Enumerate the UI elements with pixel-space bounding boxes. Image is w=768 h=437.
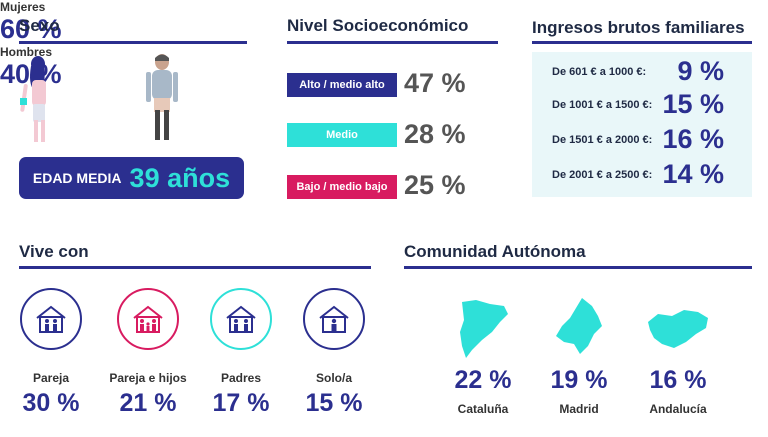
cataluna-map-icon — [460, 300, 508, 358]
vive-label-pareja: Pareja — [32, 371, 70, 385]
ingresos-title: Ingresos brutos familiares — [532, 18, 745, 37]
ingresos-row-pct: 15 % — [662, 89, 724, 119]
cataluna-pct: 22 % — [454, 366, 512, 394]
mujeres-label: Mujeres — [0, 0, 46, 14]
ingresos-row: De 1501 € a 2000 €: 16 % — [532, 124, 752, 158]
nivel-rule — [287, 41, 498, 44]
ingresos-row-label: De 601 € a 1000 €: — [552, 66, 647, 78]
ingresos-row-pct: 9 % — [677, 56, 724, 86]
comunidad-title: Comunidad Autónoma — [404, 242, 586, 261]
ingresos-row: De 601 € a 1000 €: 9 % — [532, 56, 752, 90]
vive-pct-pareja-hijos: 21 % — [119, 389, 177, 417]
parents-house-icon — [226, 305, 256, 333]
vive-rule — [19, 266, 371, 269]
andalucia-label: Andalucía — [649, 402, 707, 416]
nivel-bar-medio: Medio — [287, 123, 397, 147]
mujeres-pct: 60 % — [0, 14, 62, 44]
comunidad-rule — [404, 266, 752, 269]
pareja-hijos-circle — [117, 288, 179, 350]
pareja-circle — [20, 288, 82, 350]
vive-pct-pareja: 30 % — [22, 389, 80, 417]
nivel-pct-bajo: 25 % — [404, 170, 466, 200]
family-house-icon — [133, 305, 163, 333]
hombres-label: Hombres — [0, 45, 53, 59]
solo-circle — [303, 288, 365, 350]
padres-circle — [210, 288, 272, 350]
ingresos-rule — [532, 41, 752, 44]
ingresos-row-label: De 2001 € a 2500 €: — [552, 169, 653, 181]
man-figure-icon — [146, 54, 178, 140]
sexo-title: Sexo — [19, 16, 60, 35]
vive-label-padres: Padres — [220, 371, 262, 385]
sexo-rule — [19, 41, 247, 44]
madrid-label: Madrid — [559, 402, 599, 416]
cataluna-label: Cataluña — [457, 402, 509, 416]
ingresos-row-label: De 1001 € a 1500 €: — [552, 99, 653, 111]
vive-pct-solo: 15 % — [305, 389, 363, 417]
vive-title: Vive con — [19, 242, 89, 261]
vive-label-pareja-hijos: Pareja e hijos — [109, 371, 187, 385]
couple-house-icon — [36, 305, 66, 333]
nivel-bar-bajo: Bajo / medio bajo — [287, 175, 397, 199]
madrid-map-icon — [556, 298, 602, 354]
single-house-icon — [319, 305, 349, 333]
madrid-pct: 19 % — [550, 366, 608, 394]
nivel-title: Nivel Socioeconómico — [287, 16, 469, 35]
edad-media-badge: EDAD MEDIA 39 años — [19, 157, 244, 199]
andalucia-pct: 16 % — [649, 366, 707, 394]
woman-figure-icon — [20, 56, 46, 142]
ingresos-panel: De 601 € a 1000 €: 9 % De 1001 € a 1500 … — [532, 52, 752, 197]
andalucia-map-icon — [648, 310, 708, 348]
edad-media-value: 39 años — [129, 162, 231, 193]
vive-label-solo: Solo/a — [315, 371, 352, 385]
nivel-pct-alto: 47 % — [404, 68, 466, 98]
nivel-pct-medio: 28 % — [404, 119, 466, 149]
ingresos-row: De 1001 € a 1500 €: 15 % — [532, 89, 752, 123]
ingresos-row-label: De 1501 € a 2000 €: — [552, 134, 653, 146]
ingresos-row-pct: 14 % — [662, 159, 724, 189]
vive-pct-padres: 17 % — [212, 389, 270, 417]
ingresos-row-pct: 16 % — [662, 124, 724, 154]
ingresos-row: De 2001 € a 2500 €: 14 % — [532, 159, 752, 193]
nivel-bar-alto: Alto / medio alto — [287, 73, 397, 97]
edad-media-label: EDAD MEDIA — [32, 170, 122, 186]
